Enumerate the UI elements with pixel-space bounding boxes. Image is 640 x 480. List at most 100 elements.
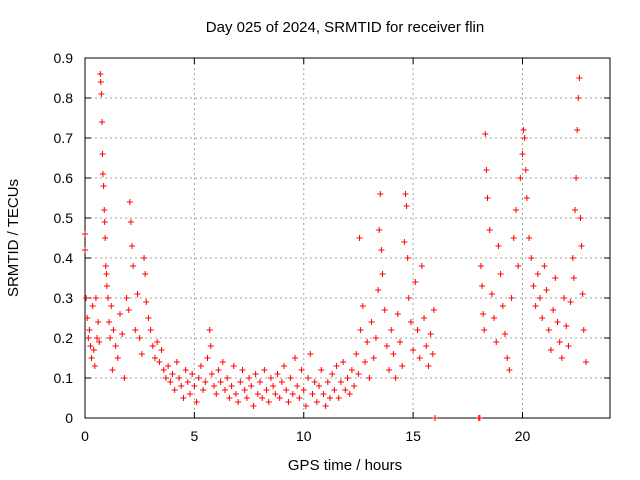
data-point (222, 387, 228, 393)
data-point (112, 343, 119, 349)
data-point (104, 295, 111, 301)
data-point (497, 271, 504, 277)
data-point (517, 175, 524, 181)
data-point (154, 339, 161, 345)
data-point (246, 375, 253, 381)
data-point (182, 367, 189, 373)
x-axis-label: GPS time / hours (288, 457, 402, 474)
data-point (554, 319, 561, 325)
data-point (364, 339, 371, 345)
data-point (495, 243, 502, 249)
data-point (219, 359, 226, 365)
data-point (491, 315, 498, 321)
data-point (173, 359, 180, 365)
data-point (243, 395, 250, 401)
data-point (342, 387, 349, 393)
data-point (526, 235, 533, 241)
grid-lines (85, 58, 610, 418)
data-point (187, 391, 193, 397)
data-point (316, 383, 323, 389)
data-point (197, 363, 204, 369)
data-point (272, 391, 279, 397)
data-point (510, 235, 517, 241)
data-point (421, 315, 428, 321)
data-point (134, 291, 141, 297)
data-point (270, 383, 277, 389)
data-point (379, 271, 386, 277)
data-point (359, 303, 366, 309)
data-point (106, 319, 113, 325)
data-point (569, 255, 576, 261)
data-point (117, 311, 123, 317)
data-point (552, 275, 559, 281)
data-point (388, 327, 395, 333)
data-point (570, 275, 577, 281)
y-tick-label: 0.9 (54, 50, 74, 66)
chart-title: Day 025 of 2024, SRMTID for receiver fli… (206, 19, 484, 36)
data-point (504, 355, 511, 361)
data-point (95, 319, 102, 325)
data-point (298, 367, 305, 373)
data-point (191, 383, 198, 389)
data-point (561, 295, 568, 301)
data-point (481, 327, 488, 333)
data-point (213, 391, 220, 397)
data-point (480, 311, 487, 317)
data-point (356, 235, 363, 241)
data-point (193, 399, 200, 405)
data-point (565, 343, 572, 349)
data-point (414, 327, 421, 333)
data-point (237, 379, 244, 385)
data-point (281, 363, 288, 369)
data-point (550, 307, 557, 313)
data-point (278, 379, 285, 385)
data-point (522, 167, 529, 173)
data-point (136, 335, 143, 341)
data-point (252, 371, 259, 377)
data-point (402, 191, 409, 197)
data-point (109, 367, 116, 373)
data-point (178, 383, 185, 389)
data-point (545, 327, 552, 333)
y-tick-label: 0.8 (54, 90, 74, 106)
data-point (305, 375, 312, 381)
data-point (512, 207, 519, 213)
data-point (99, 171, 106, 177)
data-point (532, 303, 539, 309)
data-point (250, 403, 257, 409)
data-point (130, 263, 137, 269)
data-point (386, 367, 393, 373)
data-point (541, 263, 548, 269)
data-point (577, 215, 584, 221)
data-point (482, 131, 489, 137)
data-point (285, 399, 292, 405)
data-point (405, 295, 412, 301)
data-point (493, 339, 500, 345)
data-point (530, 283, 537, 289)
data-point (351, 383, 358, 389)
data-point (103, 271, 110, 277)
data-point (580, 327, 587, 333)
data-point (348, 367, 355, 373)
y-tick-label: 0 (65, 410, 73, 426)
data-point (418, 263, 425, 269)
data-point (121, 375, 128, 381)
data-point (261, 367, 268, 373)
data-point (84, 315, 91, 321)
data-point (98, 91, 105, 97)
data-point (110, 327, 117, 333)
data-point (176, 375, 183, 381)
x-tick-label: 0 (81, 428, 89, 444)
data-point (340, 359, 347, 365)
data-point (479, 283, 486, 289)
data-point (357, 327, 364, 333)
data-point (300, 387, 307, 393)
data-point (423, 343, 430, 349)
data-point (543, 287, 550, 293)
data-point (370, 355, 377, 361)
data-point (202, 379, 209, 385)
data-point (160, 367, 167, 373)
data-point (346, 391, 353, 397)
data-point (429, 351, 436, 357)
data-point (119, 331, 126, 337)
